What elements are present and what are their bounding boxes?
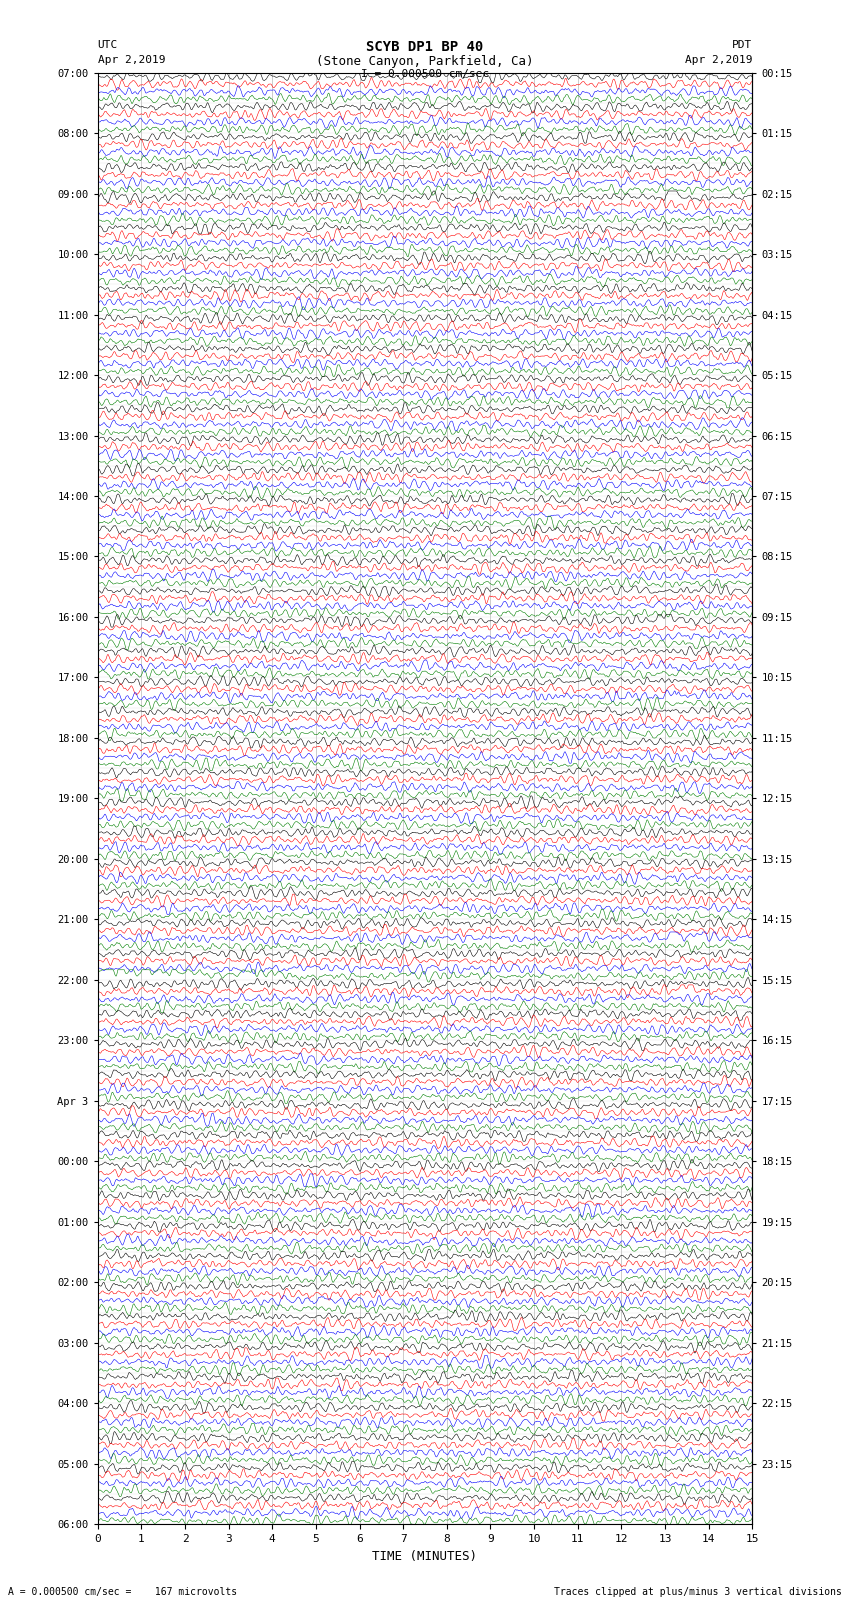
Text: I = 0.000500 cm/sec: I = 0.000500 cm/sec [361, 69, 489, 79]
Text: PDT: PDT [732, 40, 752, 50]
X-axis label: TIME (MINUTES): TIME (MINUTES) [372, 1550, 478, 1563]
Text: Apr 2,2019: Apr 2,2019 [685, 55, 752, 65]
Text: UTC: UTC [98, 40, 118, 50]
Text: A = 0.000500 cm/sec =    167 microvolts: A = 0.000500 cm/sec = 167 microvolts [8, 1587, 238, 1597]
Text: Traces clipped at plus/minus 3 vertical divisions: Traces clipped at plus/minus 3 vertical … [553, 1587, 842, 1597]
Text: SCYB DP1 BP 40: SCYB DP1 BP 40 [366, 40, 484, 55]
Text: Apr 2,2019: Apr 2,2019 [98, 55, 165, 65]
Text: (Stone Canyon, Parkfield, Ca): (Stone Canyon, Parkfield, Ca) [316, 55, 534, 68]
